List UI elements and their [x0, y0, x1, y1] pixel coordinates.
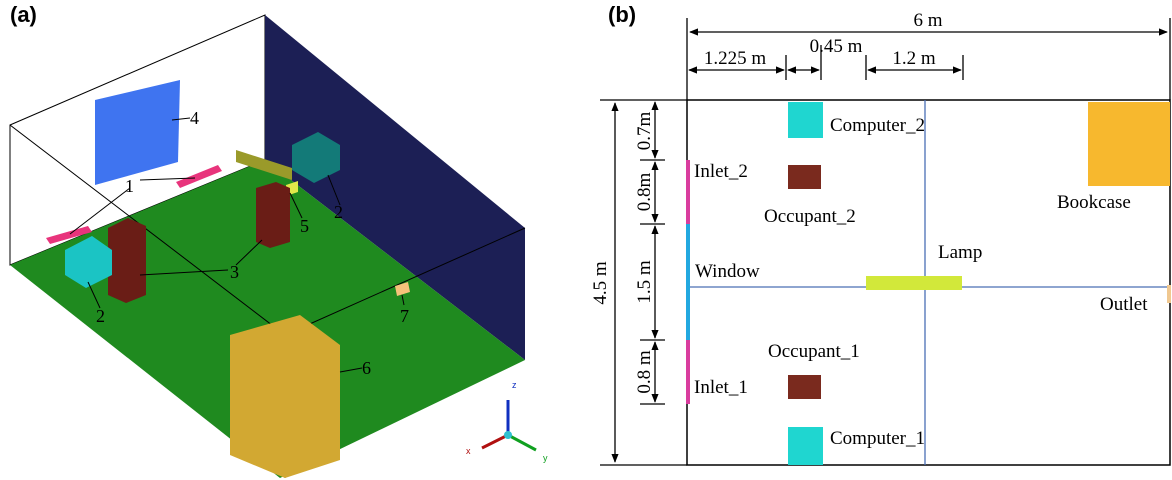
bookcase — [230, 315, 340, 478]
dimension-label: 0.7m — [634, 112, 655, 151]
object-label: Bookcase — [1057, 192, 1131, 213]
dimension-label: 0.8 m — [634, 350, 655, 394]
dimension-label: 6 m — [913, 10, 942, 31]
object-label: Window — [695, 261, 760, 282]
panel-a — [10, 15, 536, 478]
object-label: Lamp — [938, 242, 982, 263]
callout: 7 — [400, 306, 409, 326]
dimension-label: 4.5 m — [590, 261, 611, 305]
callout: 2 — [334, 202, 343, 222]
callout: 2 — [96, 306, 105, 326]
occupant — [256, 182, 290, 248]
callout: 1 — [125, 176, 134, 196]
callout: 5 — [300, 216, 309, 236]
axis-label: y — [543, 453, 548, 463]
axis-label: x — [466, 446, 471, 456]
callout: 4 — [190, 108, 199, 128]
object-label: Computer_2 — [830, 115, 925, 136]
callout: 6 — [362, 358, 371, 378]
dimension-label: 0.8m — [634, 173, 655, 212]
figure: (a) 4 1 5 2 3 2 6 7 z x y (b) — [0, 0, 1172, 480]
axis-label: z — [512, 380, 517, 390]
dimension-label: 0.45 m — [810, 36, 863, 57]
object-label: Occupant_2 — [764, 206, 856, 227]
panel-label: (a) — [10, 2, 37, 27]
dimension-label: 1.5 m — [634, 260, 655, 304]
callout: 3 — [230, 262, 239, 282]
axis-triad — [482, 400, 536, 450]
object-label: Computer_1 — [830, 428, 925, 449]
dimension-label: 1.2 m — [892, 48, 936, 69]
object-label: Inlet_2 — [694, 161, 748, 182]
dimension-label: 1.225 m — [704, 48, 767, 69]
object-label: Inlet_1 — [694, 377, 748, 398]
object-label: Occupant_1 — [768, 341, 860, 362]
object-label: Outlet — [1100, 294, 1148, 315]
panel-label: (b) — [608, 2, 636, 27]
occupant — [108, 218, 146, 303]
plan — [686, 100, 1171, 465]
